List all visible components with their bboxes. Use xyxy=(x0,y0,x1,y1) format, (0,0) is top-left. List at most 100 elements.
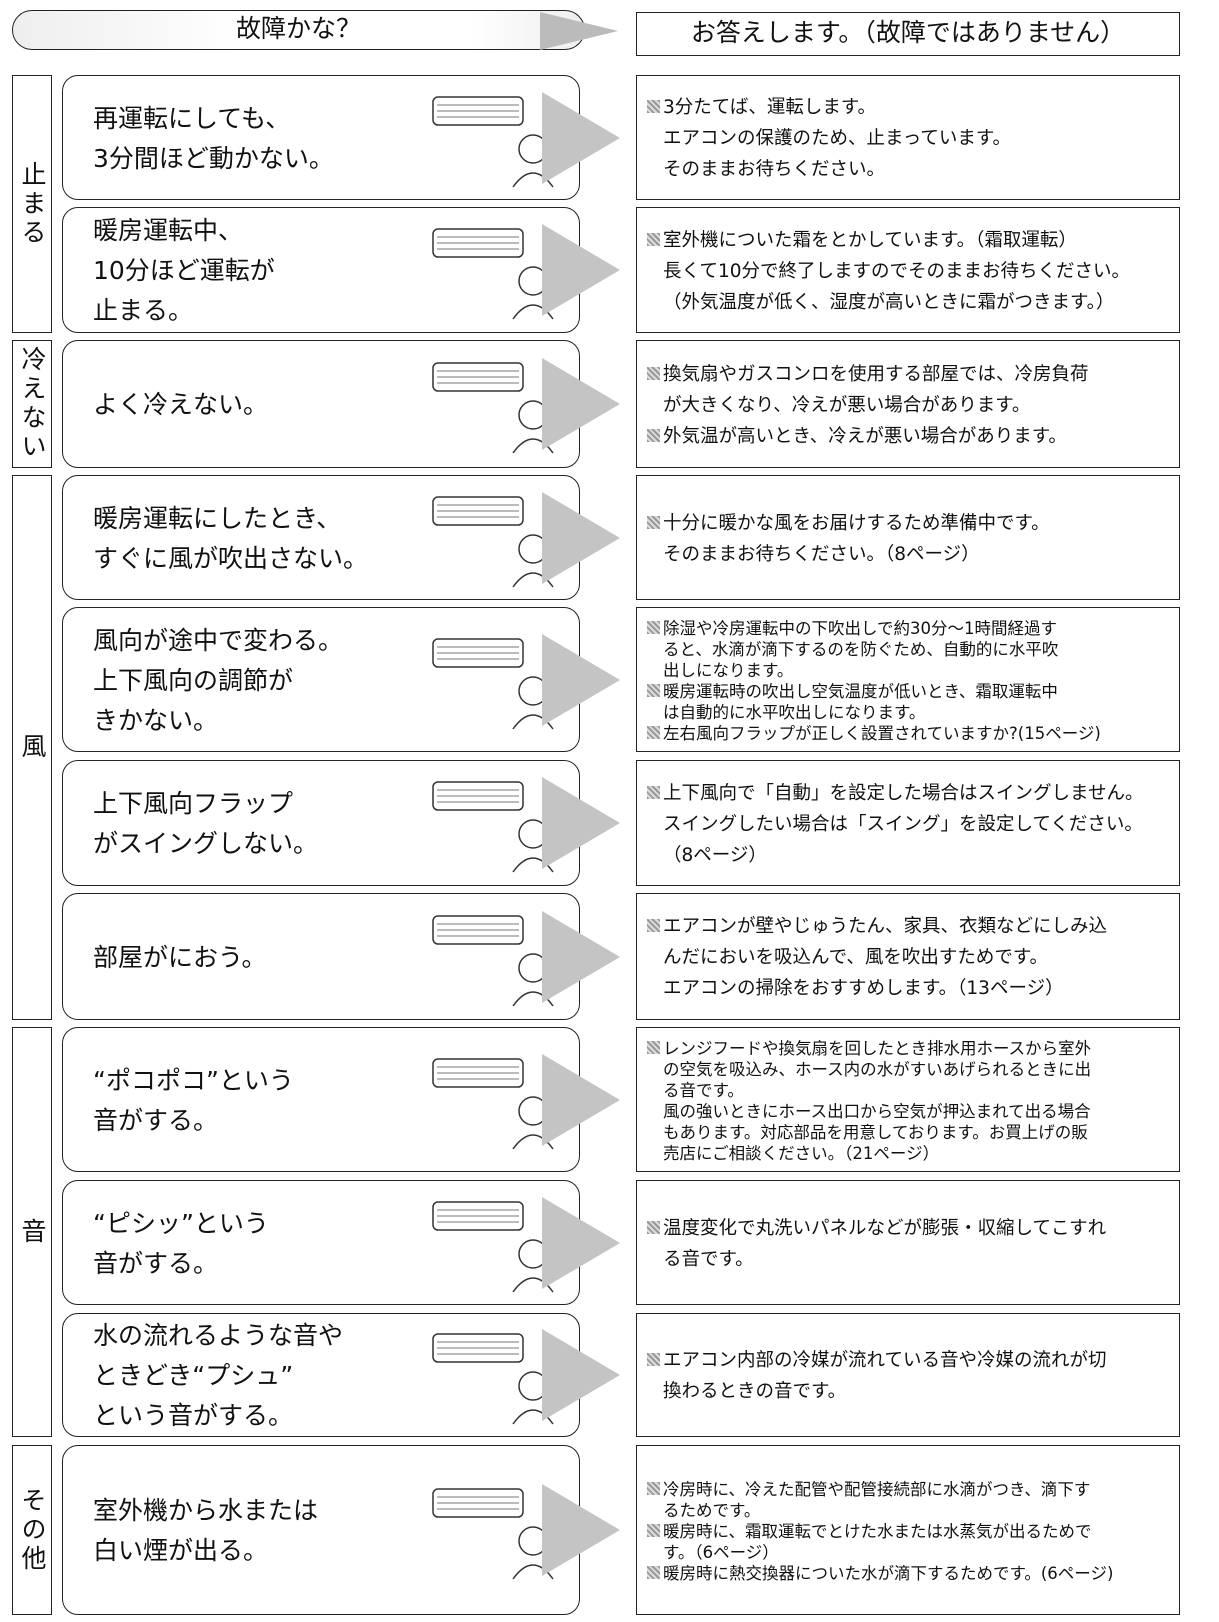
answer-line-text: 温度変化で丸洗いパネルなどが膨張・収縮してこすれ xyxy=(663,1217,1107,1239)
answer-line: もあります。対応部品を用意しております。お買上げの販 xyxy=(647,1122,1173,1143)
header-question: 故障かな？ xyxy=(235,14,361,43)
problem-text: 水の流れるような音や ときどき“プシュ” という音がする。 xyxy=(93,1316,343,1436)
answer-line: レンジフードや換気扇を回したとき排水用ホースから室外 xyxy=(647,1038,1173,1059)
section-label: その他 xyxy=(18,1486,47,1574)
header-question-box: 故障かな？ xyxy=(12,10,585,50)
answer-line: の空気を吸込み、ホース内の水がすいあげられるときに出 xyxy=(647,1059,1173,1080)
answer-line: 左右風向フラップが正しく設置されていますか?(15ページ) xyxy=(647,723,1173,744)
answer-line: んだにおいを吸込んで、風を吹出すためです。 xyxy=(647,942,1173,973)
problem-box: 部屋がにおう。 xyxy=(62,893,580,1020)
illustration xyxy=(432,1488,554,1580)
answer-line: す。（6ページ） xyxy=(647,1542,1173,1563)
arrow xyxy=(542,358,620,450)
arrow xyxy=(542,1329,620,1421)
answer-line: 室外機についた霜をとかしています。（霜取運転） xyxy=(647,225,1173,256)
answer-line-text: 上下風向で「自動」を設定した場合はスイングしません。 xyxy=(663,782,1144,804)
answer-line: エアコンの保護のため、止まっています。 xyxy=(647,123,1173,154)
answer-box: 除湿や冷房運転中の下吹出しで約30分～1時間経過す ると、水滴が滴下するのを防ぐた… xyxy=(636,607,1180,752)
answer-box: 室外機についた霜をとかしています。（霜取運転） 長くて10分で終了しますのでそのま… xyxy=(636,207,1180,333)
answer-line-text: エアコンが壁やじゅうたん、家具、衣類などにしみ込 xyxy=(663,916,1108,937)
problem-box: 上下風向フラップ がスイングしない。 xyxy=(62,760,580,886)
answer-line: 換気扇やガスコンロを使用する部屋では、冷房負荷 xyxy=(647,359,1173,390)
answer-text: レンジフードや換気扇を回したとき排水用ホースから室外 の空気を吸込み、ホース内の水… xyxy=(647,1038,1173,1164)
section-label-box: 止まる xyxy=(12,75,52,333)
answer-line: 風の強いときにホース出口から空気が押込まれて出る場合 xyxy=(647,1101,1173,1122)
problem-line: “ピシッ”という xyxy=(93,1208,269,1238)
arrow xyxy=(542,91,620,184)
answer-line: 温度変化で丸洗いパネルなどが膨張・収縮してこすれ xyxy=(647,1213,1173,1244)
problem-line: よく冷えない。 xyxy=(93,390,269,419)
answer-marker xyxy=(647,683,660,697)
answer-line: 暖房時に熱交換器についた水が滴下するためです。(6ページ) xyxy=(647,1563,1173,1584)
header-arrow xyxy=(540,12,618,50)
answer-marker xyxy=(647,919,660,932)
answer-text: エアコン内部の冷媒が流れている音や冷媒の流れが切 換わるときの音です。 xyxy=(647,1345,1173,1407)
answer-line-text: 暖房運転時の吹出し空気温度が低いとき、霜取運転中 xyxy=(663,681,1058,701)
problem-text: 暖房運転にしたとき、 すぐに風が吹出さない。 xyxy=(93,499,368,579)
problem-text: 風向が途中で変わる。 上下風向の調節が きかない。 xyxy=(93,621,343,741)
answer-line-text: そのままお待ちください。（8ページ） xyxy=(663,543,980,565)
arrow xyxy=(542,224,620,316)
answer-box: 冷房時に、冷えた配管や配管接続部に水滴がつき、滴下す るためです。 暖房時に、霜取運… xyxy=(636,1445,1180,1615)
problem-line: という音がする。 xyxy=(93,1401,294,1430)
answer-box: 3分たてば、運転します。 エアコンの保護のため、止まっています。 そのままお待ちくだ… xyxy=(636,75,1180,200)
answer-line: そのままお待ちください。 xyxy=(647,154,1173,185)
answer-line: （外気温度が低く、湿度が高いときに霜がつきます。） xyxy=(647,287,1173,318)
answer-box: エアコンが壁やじゅうたん、家具、衣類などにしみ込んだにおいを吸込んで、風を吹出す… xyxy=(636,893,1180,1020)
answer-line: そのままお待ちください。（8ページ） xyxy=(647,539,1173,570)
problem-line: 音がする。 xyxy=(93,1105,219,1135)
answer-line-text: エアコンの保護のため、止まっています。 xyxy=(663,128,1011,149)
answer-text: 冷房時に、冷えた配管や配管接続部に水滴がつき、滴下す るためです。 暖房時に、霜取運… xyxy=(647,1479,1173,1584)
problem-line: 室外機から水または xyxy=(93,1496,319,1525)
answer-line: るためです。 xyxy=(647,1500,1173,1521)
illustration xyxy=(432,781,554,873)
section-label-box: 冷えない xyxy=(12,340,52,468)
illustration xyxy=(432,362,554,454)
answer-line: 冷房時に、冷えた配管や配管接続部に水滴がつき、滴下す xyxy=(647,1479,1173,1500)
answer-box: レンジフードや換気扇を回したとき排水用ホースから室外 の空気を吸込み、ホース内の水… xyxy=(636,1027,1180,1172)
answer-line-text: 室外機についた霜をとかしています。（霜取運転） xyxy=(663,229,1077,251)
answer-marker xyxy=(647,1565,660,1579)
answer-marker xyxy=(647,515,660,529)
problem-line: きかない。 xyxy=(93,705,219,735)
problem-text: 室外機から水または 白い煙が出る。 xyxy=(93,1491,318,1571)
answer-line-text: 外気温が高いとき、冷えが悪い場合があります。 xyxy=(663,425,1067,447)
problem-line: 暖房運転にしたとき、 xyxy=(93,503,342,533)
answer-marker xyxy=(647,1523,660,1537)
answer-line: 暖房時に、霜取運転でとけた水または水蒸気が出るためで xyxy=(647,1521,1173,1542)
arrow xyxy=(542,1053,620,1146)
section-label: 止まる xyxy=(18,160,47,248)
answer-marker xyxy=(647,428,660,442)
problem-line: ときどき“プシュ” xyxy=(93,1361,294,1390)
answer-line-text: 風の強いときにホース出口から空気が押込まれて出る場合 xyxy=(663,1101,1091,1121)
problem-box: 風向が途中で変わる。 上下風向の調節が きかない。 xyxy=(62,607,580,752)
answer-text: 除湿や冷房運転中の下吹出しで約30分～1時間経過す ると、水滴が滴下するのを防ぐた… xyxy=(647,618,1173,744)
answer-line-text: 暖房時に熱交換器についた水が滴下するためです。(6ページ) xyxy=(663,1563,1114,1583)
problem-line: 上下風向フラップ xyxy=(93,789,294,818)
answer-line: は自動的に水平吹出しになります。 xyxy=(647,702,1173,723)
answer-text: 室外機についた霜をとかしています。（霜取運転） 長くて10分で終了しますのでそのま… xyxy=(647,225,1173,318)
answer-line-text: レンジフードや換気扇を回したとき排水用ホースから室外 xyxy=(663,1038,1092,1058)
section-label-box: 風 xyxy=(12,475,52,1020)
answer-line-text: エアコン内部の冷媒が流れている音や冷媒の流れが切 xyxy=(663,1350,1107,1371)
answer-line: スイングしたい場合は「スイング」を設定してください。 xyxy=(647,809,1173,840)
answer-marker xyxy=(647,1353,660,1366)
answer-line-text: 長くて10分で終了しますのでそのままお待ちください。 xyxy=(663,260,1130,282)
problem-line: 白い煙が出る。 xyxy=(93,1536,269,1565)
section-label-box: その他 xyxy=(12,1445,52,1615)
answer-box: 温度変化で丸洗いパネルなどが膨張・収縮してこすれ る音です。 xyxy=(636,1180,1180,1305)
arrow xyxy=(542,633,620,726)
problem-box: “ピシッ”という 音がする。 xyxy=(62,1180,580,1305)
answer-line-text: エアコンの掃除をおすすめします。（13ページ） xyxy=(663,978,1064,999)
answer-line: 上下風向で「自動」を設定した場合はスイングしません。 xyxy=(647,778,1173,809)
answer-line-text: の空気を吸込み、ホース内の水がすいあげられるときに出 xyxy=(663,1059,1092,1079)
problem-box: 暖房運転にしたとき、 すぐに風が吹出さない。 xyxy=(62,475,580,600)
answer-line: エアコンが壁やじゅうたん、家具、衣類などにしみ込 xyxy=(647,911,1173,942)
answer-box: 十分に暖かな風をお届けするため準備中です。 そのままお待ちください。（8ページ） xyxy=(636,475,1180,600)
answer-line-text: 売店にご相談ください。（21ページ） xyxy=(663,1143,940,1163)
answer-line-text: 除湿や冷房運転中の下吹出しで約30分～1時間経過す xyxy=(663,618,1057,638)
problem-line: すぐに風が吹出さない。 xyxy=(93,543,369,573)
problem-box: “ポコポコ”という 音がする。 xyxy=(62,1027,580,1172)
answer-text: 換気扇やガスコンロを使用する部屋では、冷房負荷 が大きくなり、冷えが悪い場合があり… xyxy=(647,359,1173,452)
